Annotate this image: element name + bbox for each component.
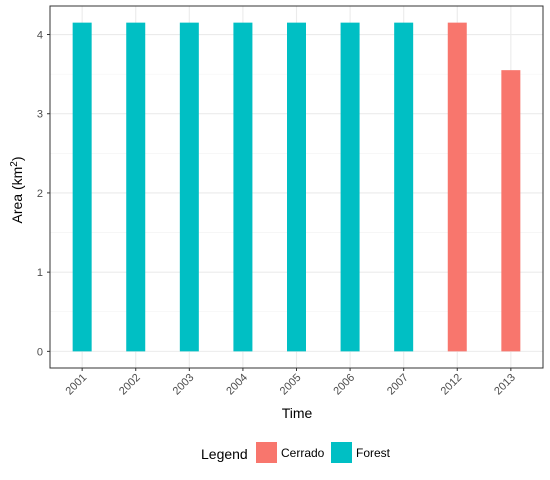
y-tick-label: 2 xyxy=(37,188,43,200)
legend-key-forest xyxy=(331,442,352,463)
y-axis-title-main: Area (km xyxy=(9,167,25,224)
bar-forest-2001 xyxy=(72,22,92,352)
bar-cerrado-2012 xyxy=(447,22,467,352)
y-axis-title: Area (km2) xyxy=(9,156,26,223)
legend-key-cerrado xyxy=(256,442,277,463)
legend: Legend Cerrado Forest xyxy=(201,442,391,463)
bar-cerrado-2013 xyxy=(501,70,521,352)
y-tick-label: 3 xyxy=(37,109,43,121)
bar-forest-2003 xyxy=(179,22,199,352)
y-tick-label: 0 xyxy=(37,346,43,358)
bar-forest-2007 xyxy=(394,22,414,352)
bar-forest-2006 xyxy=(340,22,360,352)
legend-label-cerrado: Cerrado xyxy=(281,446,325,460)
bar-forest-2002 xyxy=(126,22,146,352)
y-axis: 0 1 2 3 4 xyxy=(37,30,50,358)
y-tick-label: 1 xyxy=(37,267,43,279)
bar-forest-2004 xyxy=(233,22,253,352)
bar-forest-2005 xyxy=(287,22,306,352)
y-axis-title-sup: 2 xyxy=(9,161,20,167)
legend-label-forest: Forest xyxy=(356,446,391,460)
x-axis-title: Time xyxy=(282,405,313,421)
y-tick-label: 4 xyxy=(37,30,43,42)
legend-title: Legend xyxy=(201,446,248,462)
y-axis-title-close: ) xyxy=(9,156,25,161)
bars xyxy=(72,22,521,352)
